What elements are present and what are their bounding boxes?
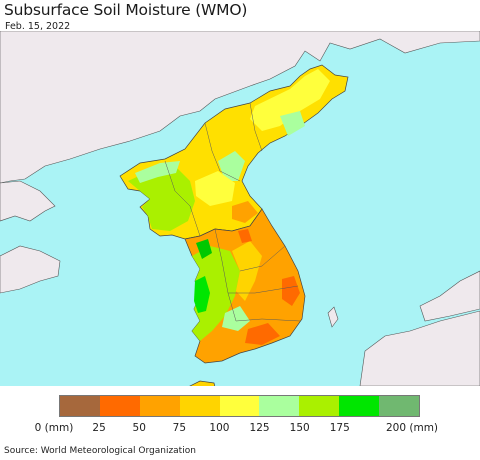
legend-swatch-7 bbox=[339, 396, 380, 416]
sk-darkgreen-coast bbox=[194, 276, 210, 313]
sk-yellow-center bbox=[232, 241, 262, 301]
jeju-island bbox=[189, 380, 216, 386]
legend-swatch-3 bbox=[179, 396, 220, 416]
sk-darkorange-north bbox=[238, 229, 252, 243]
china-landmass bbox=[0, 31, 480, 184]
tsushima-island bbox=[327, 306, 339, 328]
nk-orange-east bbox=[232, 201, 258, 223]
map-date: Feb. 15, 2022 bbox=[5, 21, 71, 32]
nk-yellow-ne bbox=[250, 69, 330, 131]
nk-green-west bbox=[128, 166, 195, 231]
source-credit: Source: World Meteorological Organizatio… bbox=[4, 446, 196, 456]
legend-labels: 0 (mm) 25 50 75 100 125 150 175 200 (mm) bbox=[0, 422, 480, 436]
nk-lightgreen-west bbox=[135, 161, 180, 183]
sk-darkgreen-north bbox=[196, 239, 212, 259]
legend-label-5: 125 bbox=[249, 422, 270, 434]
legend-swatch-5 bbox=[259, 396, 300, 416]
legend-label-7: 175 bbox=[329, 422, 350, 434]
legend-swatch-1 bbox=[99, 396, 140, 416]
sk-darkorange-south bbox=[245, 323, 280, 345]
japan-honshu bbox=[419, 270, 480, 322]
legend-label-2: 50 bbox=[132, 422, 146, 434]
sk-lightgreen-belt bbox=[222, 306, 250, 331]
legend-label-6: 150 bbox=[289, 422, 310, 434]
legend-swatch-6 bbox=[299, 396, 340, 416]
map-title: Subsurface Soil Moisture (WMO) bbox=[4, 1, 248, 19]
legend-color-bar bbox=[59, 395, 420, 417]
west-coast-land bbox=[0, 180, 56, 222]
sk-green-west bbox=[192, 246, 240, 341]
nk-lightgreen-ne bbox=[280, 111, 305, 136]
legend-swatch-4 bbox=[219, 396, 260, 416]
japan-kyushu bbox=[359, 310, 480, 386]
legend-label-8: 200 (mm) bbox=[385, 422, 439, 434]
sk-darkorange-east bbox=[282, 276, 300, 306]
province-borders bbox=[164, 102, 301, 322]
legend-label-4: 100 bbox=[209, 422, 230, 434]
legend-label-3: 75 bbox=[172, 422, 187, 434]
legend-swatch-2 bbox=[139, 396, 180, 416]
shandong-land bbox=[0, 245, 61, 294]
legend-swatch-8 bbox=[379, 396, 420, 416]
legend-swatch-0 bbox=[60, 396, 100, 416]
legend-label-0: 0 (mm) bbox=[34, 422, 74, 434]
legend-label-1: 25 bbox=[92, 422, 106, 434]
nk-lightyellow-center bbox=[195, 171, 235, 206]
soil-moisture-map bbox=[0, 31, 480, 386]
